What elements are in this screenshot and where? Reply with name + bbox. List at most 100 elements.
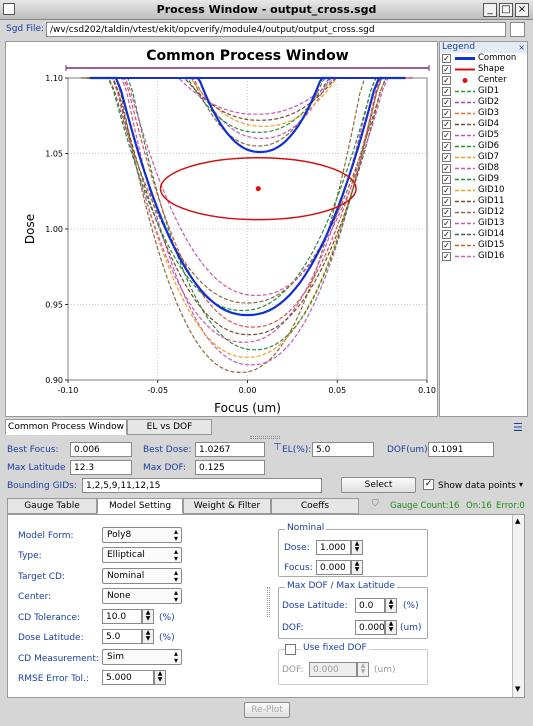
- maxdof-dose-latitude-field[interactable]: 0.0: [355, 598, 385, 613]
- nominal-focus-spinner[interactable]: ▲ ▼: [351, 560, 363, 575]
- use-fixed-dof-checkbox[interactable]: [285, 644, 296, 655]
- maximize-button[interactable]: □: [499, 3, 513, 17]
- legend-item[interactable]: ✓ GID13: [440, 218, 527, 229]
- legend-item[interactable]: ✓ GID1: [440, 86, 527, 97]
- legend-item[interactable]: ✓ GID3: [440, 108, 527, 119]
- legend-swatch: [455, 68, 475, 71]
- fixed-dof-field[interactable]: 0.000: [309, 662, 357, 677]
- maxdof-dose-latitude-spinner[interactable]: ▲ ▼: [385, 598, 397, 613]
- select-button[interactable]: Select: [341, 477, 416, 493]
- nominal-dose-field[interactable]: 1.000: [316, 540, 351, 555]
- bounding-gids-field[interactable]: 1,2,5,9,11,12,15: [82, 478, 322, 493]
- chart-title: Common Process Window: [146, 48, 348, 64]
- legend-checkbox[interactable]: ✓: [442, 109, 451, 118]
- legend-swatch: [455, 200, 475, 203]
- legend-close-icon[interactable]: ×: [518, 43, 525, 52]
- cd-tolerance-spinner[interactable]: ▲ ▼: [142, 609, 154, 624]
- legend-item[interactable]: ✓ GID14: [440, 229, 527, 240]
- legend-item[interactable]: ✓ GID15: [440, 240, 527, 251]
- tab-common-process-window[interactable]: Common Process Window: [5, 419, 127, 435]
- model-form-select[interactable]: Poly8 ▴ ▾: [102, 527, 182, 543]
- legend-item[interactable]: ✓ GID12: [440, 207, 527, 218]
- dof-field[interactable]: 0.1091: [428, 442, 494, 457]
- legend-item[interactable]: ✓ Center: [440, 75, 527, 86]
- legend-checkbox[interactable]: ✓: [442, 131, 451, 140]
- legend-checkbox[interactable]: ✓: [442, 153, 451, 162]
- best-dose-field[interactable]: 1.0267: [195, 442, 265, 457]
- legend-item[interactable]: ✓ GID9: [440, 174, 527, 185]
- minimize-button[interactable]: _: [483, 3, 497, 17]
- dof-label: DOF(um):: [387, 445, 431, 455]
- legend-checkbox[interactable]: ✓: [442, 197, 451, 206]
- tab-coeffs[interactable]: Coeffs: [271, 498, 359, 514]
- legend-checkbox[interactable]: ✓: [442, 98, 451, 107]
- target-cd-select[interactable]: Nominal ▴ ▾: [102, 568, 182, 584]
- scroll-up-icon[interactable]: ▲: [515, 517, 521, 525]
- scrollbar[interactable]: ▲ ▼: [512, 515, 524, 697]
- x-tick-label: -0.05: [147, 386, 168, 395]
- legend-checkbox[interactable]: ✓: [442, 175, 451, 184]
- tab-weight-filter[interactable]: Weight & Filter: [183, 498, 271, 514]
- legend-item[interactable]: ✓ Common: [440, 53, 527, 64]
- legend-checkbox[interactable]: ✓: [442, 87, 451, 96]
- legend-checkbox[interactable]: ✓: [442, 230, 451, 239]
- nominal-focus-field[interactable]: 0.000: [316, 560, 351, 575]
- show-data-points-checkbox[interactable]: ✓: [423, 479, 434, 490]
- window-menu-icon[interactable]: [3, 3, 15, 15]
- legend-item[interactable]: ✓ GID10: [440, 185, 527, 196]
- legend-checkbox[interactable]: ✓: [442, 54, 451, 63]
- scroll-down-icon[interactable]: ▼: [515, 685, 521, 693]
- legend-checkbox[interactable]: ✓: [442, 76, 451, 85]
- tab-model-setting[interactable]: Model Setting: [97, 498, 183, 514]
- show-points-dropdown-icon[interactable]: ▾: [519, 480, 524, 489]
- max-latitude-field[interactable]: 12.3: [70, 460, 132, 475]
- legend-checkbox[interactable]: ✓: [442, 142, 451, 151]
- legend-checkbox[interactable]: ✓: [442, 186, 451, 195]
- sgd-file-path-field[interactable]: /wv/csd202/taldin/vtest/ekit/opcverify/m…: [46, 22, 506, 37]
- legend-checkbox[interactable]: ✓: [442, 164, 451, 173]
- maxdof-dof-spinner[interactable]: ▲ ▼: [385, 620, 397, 635]
- nominal-dose-spinner[interactable]: ▲ ▼: [351, 540, 363, 555]
- dose-latitude-field[interactable]: 5.0: [102, 629, 142, 644]
- close-button[interactable]: ×: [515, 3, 529, 17]
- splitter-handle[interactable]: [250, 436, 280, 439]
- legend-checkbox[interactable]: ✓: [442, 252, 451, 261]
- legend-item[interactable]: ✓ Shape: [440, 64, 527, 75]
- legend-item[interactable]: ✓ GID5: [440, 130, 527, 141]
- dose-latitude-spinner[interactable]: ▲ ▼: [142, 629, 154, 644]
- filter-icon[interactable]: ⛉: [372, 499, 379, 509]
- cd-tolerance-field[interactable]: 10.0: [102, 609, 142, 624]
- legend-checkbox[interactable]: ✓: [442, 208, 451, 217]
- list-menu-icon[interactable]: ☰: [513, 421, 523, 434]
- legend-item[interactable]: ✓ GID16: [440, 251, 527, 262]
- legend-checkbox[interactable]: ✓: [442, 219, 451, 228]
- fixed-dof-spinner[interactable]: ▲ ▼: [357, 662, 369, 677]
- legend-item[interactable]: ✓ GID2: [440, 97, 527, 108]
- legend-panel: Legend × ✓ Common ✓ Shape ✓ Center ✓ GID1 ✓ GID2 ✓…: [439, 41, 528, 417]
- legend-item[interactable]: ✓ GID6: [440, 141, 527, 152]
- rmse-spinner[interactable]: ▲ ▼: [154, 670, 166, 685]
- pin-icon[interactable]: ⊤: [273, 442, 282, 453]
- cd-measurement-select[interactable]: Sim ▴ ▾: [102, 649, 182, 665]
- browse-file-icon[interactable]: [510, 22, 525, 37]
- tab-gauge-table[interactable]: Gauge Table: [7, 498, 97, 514]
- type-select[interactable]: Elliptical ▴ ▾: [102, 547, 182, 563]
- el-field[interactable]: 5.0: [312, 442, 374, 457]
- legend-checkbox[interactable]: ✓: [442, 65, 451, 74]
- replot-button[interactable]: Re-Plot: [244, 702, 290, 718]
- maxdof-dof-field[interactable]: 0.000: [355, 620, 385, 635]
- legend-item[interactable]: ✓ GID11: [440, 196, 527, 207]
- legend-checkbox[interactable]: ✓: [442, 120, 451, 129]
- legend-item[interactable]: ✓ GID7: [440, 152, 527, 163]
- legend-checkbox[interactable]: ✓: [442, 241, 451, 250]
- center-select[interactable]: None ▴ ▾: [102, 588, 182, 604]
- rmse-field[interactable]: 5.000: [102, 670, 154, 685]
- panel-splitter[interactable]: [267, 587, 270, 617]
- legend-item[interactable]: ✓ GID4: [440, 119, 527, 130]
- legend-item[interactable]: ✓ GID8: [440, 163, 527, 174]
- tab-el-vs-dof[interactable]: EL vs DOF: [127, 419, 212, 435]
- max-dof-field[interactable]: 0.125: [195, 460, 265, 475]
- maxdof-dof-unit: (um): [400, 623, 422, 633]
- best-focus-field[interactable]: 0.006: [70, 442, 132, 457]
- gauge-curve: [80, 77, 415, 304]
